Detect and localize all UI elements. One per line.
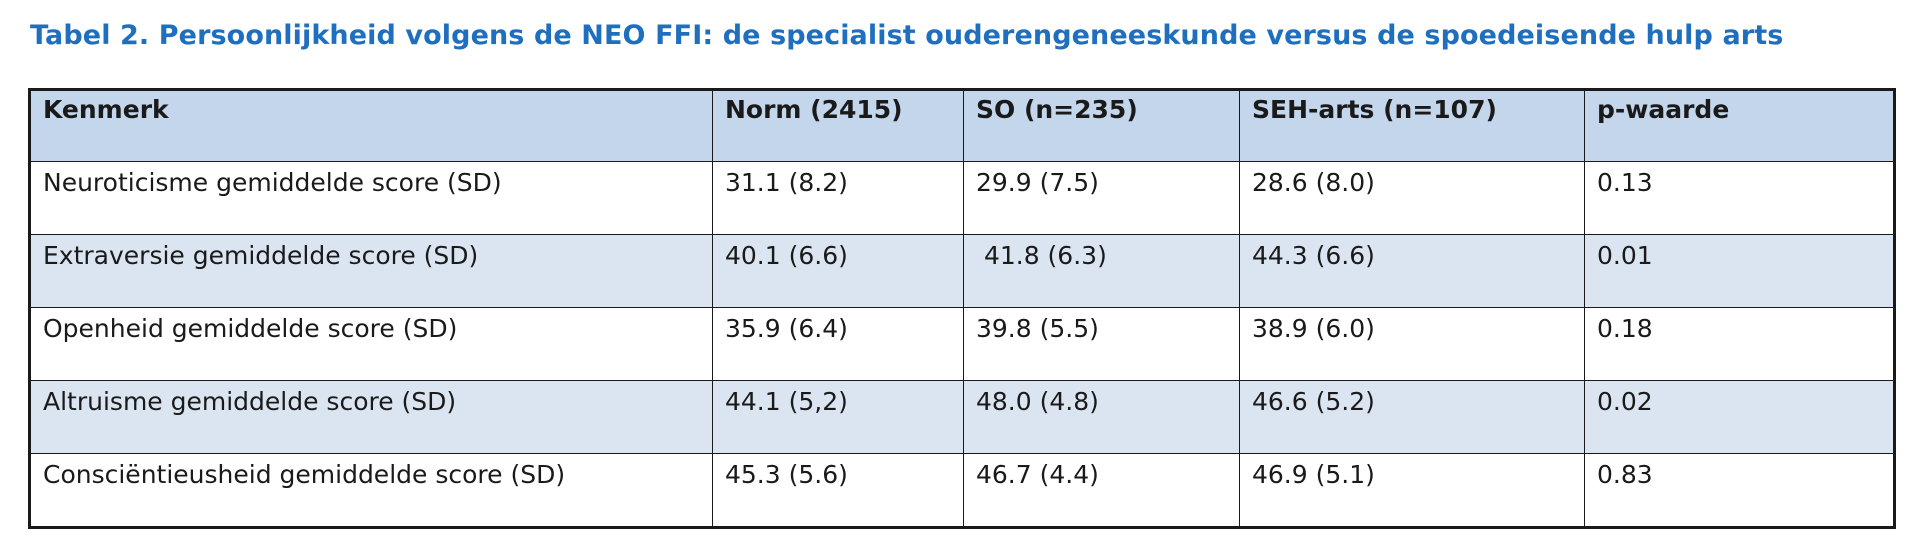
cell-norm: 31.1 (8.2) xyxy=(712,161,964,235)
row-label: Neuroticisme gemiddelde score (SD) xyxy=(29,161,713,235)
row-label: Openheid gemiddelde score (SD) xyxy=(29,307,713,381)
header-kenmerk: Kenmerk xyxy=(29,89,713,162)
cell-p-waarde: 0.18 xyxy=(1584,307,1895,381)
cell-seh-arts: 46.9 (5.1) xyxy=(1239,453,1585,528)
cell-so: 48.0 (4.8) xyxy=(963,380,1240,454)
cell-norm: 44.1 (5,2) xyxy=(712,380,964,454)
neo-ffi-table: Kenmerk Norm (2415) SO (n=235) SEH-arts … xyxy=(28,88,1896,529)
table-row: Consciëntieusheid gemiddelde score (SD) … xyxy=(29,453,1895,528)
header-so: SO (n=235) xyxy=(963,89,1240,162)
header-row: Kenmerk Norm (2415) SO (n=235) SEH-arts … xyxy=(29,89,1895,162)
cell-p-waarde: 0.01 xyxy=(1584,234,1895,308)
cell-norm: 35.9 (6.4) xyxy=(712,307,964,381)
cell-so: 46.7 (4.4) xyxy=(963,453,1240,528)
cell-so: 39.8 (5.5) xyxy=(963,307,1240,381)
cell-norm: 45.3 (5.6) xyxy=(712,453,964,528)
table-row: Altruisme gemiddelde score (SD) 44.1 (5,… xyxy=(29,380,1895,454)
cell-so: 41.8 (6.3) xyxy=(963,234,1240,308)
header-norm: Norm (2415) xyxy=(712,89,964,162)
cell-norm: 40.1 (6.6) xyxy=(712,234,964,308)
cell-seh-arts: 44.3 (6.6) xyxy=(1239,234,1585,308)
cell-seh-arts: 38.9 (6.0) xyxy=(1239,307,1585,381)
row-label: Extraversie gemiddelde score (SD) xyxy=(29,234,713,308)
table-row: Openheid gemiddelde score (SD) 35.9 (6.4… xyxy=(29,307,1895,381)
row-label: Consciëntieusheid gemiddelde score (SD) xyxy=(29,453,713,528)
cell-p-waarde: 0.13 xyxy=(1584,161,1895,235)
cell-seh-arts: 46.6 (5.2) xyxy=(1239,380,1585,454)
cell-seh-arts: 28.6 (8.0) xyxy=(1239,161,1585,235)
cell-so: 29.9 (7.5) xyxy=(963,161,1240,235)
cell-p-waarde: 0.83 xyxy=(1584,453,1895,528)
table-caption: Tabel 2. Persoonlijkheid volgens de NEO … xyxy=(30,20,1784,51)
header-seh-arts: SEH-arts (n=107) xyxy=(1239,89,1585,162)
header-p-waarde: p-waarde xyxy=(1584,89,1895,162)
cell-p-waarde: 0.02 xyxy=(1584,380,1895,454)
row-label: Altruisme gemiddelde score (SD) xyxy=(29,380,713,454)
table-row: Extraversie gemiddelde score (SD) 40.1 (… xyxy=(29,234,1895,308)
table-row: Neuroticisme gemiddelde score (SD) 31.1 … xyxy=(29,161,1895,235)
